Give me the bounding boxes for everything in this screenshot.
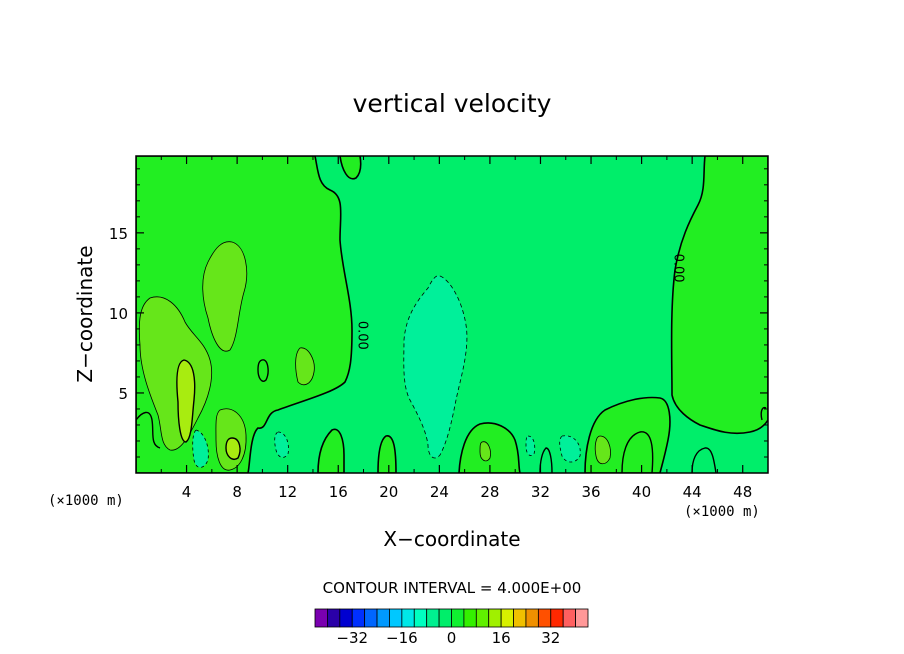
- colorbar-swatch: [513, 608, 527, 628]
- contour-region-small-negative-2: [559, 435, 581, 463]
- colorbar-tick-label: 32: [541, 629, 560, 647]
- contour-region-level8-small-4: [479, 441, 491, 462]
- contour-line-lower-wiggles-5: [760, 406, 767, 421]
- contour-region-level8-upper: [202, 241, 248, 352]
- colorbar-swatch: [525, 608, 539, 628]
- colorbar-swatch: [351, 608, 366, 628]
- contour-region-lower-band-4: [317, 428, 345, 473]
- x-tick-label: 48: [733, 483, 752, 501]
- colorbar-swatch: [475, 608, 490, 628]
- contour-line-lower-wiggles-2: [691, 447, 717, 473]
- x-tick-label: 28: [480, 483, 499, 501]
- colorbar-swatch: [575, 608, 589, 628]
- colorbar-swatch: [376, 608, 390, 628]
- x-axis-title: X−coordinate: [383, 527, 520, 551]
- x-unit-label-left: (×1000 m): [48, 493, 124, 509]
- colorbar-tick-label: −32: [336, 629, 368, 647]
- colorbar-swatch: [339, 608, 353, 628]
- y-tick-label: 15: [109, 225, 128, 243]
- contour-region-level8-small-3: [594, 435, 611, 465]
- contour-label: 0.00: [354, 321, 369, 350]
- x-unit-label-right: (×1000 m): [684, 504, 760, 520]
- x-tick-label: 16: [329, 483, 348, 501]
- colorbar-swatch: [426, 608, 440, 628]
- x-tick-label: 36: [581, 483, 600, 501]
- contour-region-negative-center: [403, 275, 468, 459]
- contour-region-small-negative-3: [274, 431, 289, 458]
- y-axis: 5 10 15: [109, 168, 768, 458]
- x-tick-label: 44: [683, 483, 702, 501]
- colorbar-swatch: [463, 608, 477, 628]
- contour-labels: 0.00 0.00: [354, 254, 685, 350]
- colorbar-swatch: [364, 608, 378, 628]
- y-tick-label: 10: [109, 305, 128, 323]
- colorbar-swatch: [500, 608, 514, 628]
- colorbar-swatch: [314, 608, 328, 628]
- x-tick-label: 20: [379, 483, 398, 501]
- contour-region-level12: [176, 359, 196, 443]
- contour-line-lower-wiggles-1: [136, 411, 161, 449]
- contour-line-lower-wiggles-3: [539, 447, 553, 473]
- x-tick-label: 24: [430, 483, 449, 501]
- colorbar-swatch: [537, 608, 552, 628]
- contour-line-lower-wiggles-4: [621, 431, 654, 473]
- colorbar-swatch: [550, 608, 564, 628]
- colorbar-swatch: [401, 608, 415, 628]
- contour-region-lower-band-3: [377, 435, 397, 473]
- colorbar-labels: −32 −16 0 16 32: [336, 629, 560, 647]
- colorbar-swatch: [327, 608, 341, 628]
- contour-region-small-positive: [257, 359, 269, 382]
- colorbar-swatch: [451, 608, 465, 628]
- colorbar-swatch: [562, 608, 576, 628]
- y-axis-title: Z−coordinate: [73, 245, 97, 382]
- x-tick-label: 40: [632, 483, 651, 501]
- colorbar-swatch: [389, 608, 403, 628]
- contour-region-top-blob: [339, 156, 362, 180]
- x-tick-label: 4: [182, 483, 192, 501]
- colorbar-tick-label: 0: [447, 629, 457, 647]
- x-tick-label: 8: [232, 483, 242, 501]
- colorbar-swatch: [488, 608, 502, 628]
- contour-region-level8-small-1: [295, 347, 315, 386]
- colorbar: [314, 608, 589, 628]
- x-tick-label: 12: [278, 483, 297, 501]
- contour-region-right-positive: [670, 156, 768, 435]
- contour-region-level12-small: [225, 437, 241, 460]
- contour-region-small-negative-1: [192, 429, 209, 468]
- contour-fill-layer: [136, 156, 768, 473]
- plot-frame: [135, 155, 769, 474]
- colorbar-tick-label: 16: [492, 629, 511, 647]
- contour-region-small-negative-4: [525, 435, 536, 456]
- x-tick-label: 32: [531, 483, 550, 501]
- colorbar-swatch: [413, 608, 428, 628]
- colorbar-tick-label: −16: [386, 629, 418, 647]
- contour-label: 0.00: [670, 254, 685, 283]
- chart-title: vertical velocity: [353, 89, 552, 118]
- contour-interval-label: CONTOUR INTERVAL = 4.000E+00: [323, 579, 582, 597]
- x-axis: 4 8 12 16 20 24 28 32 36 40 44 48: [160, 156, 752, 501]
- colorbar-swatch: [438, 608, 452, 628]
- y-tick-label: 5: [118, 385, 128, 403]
